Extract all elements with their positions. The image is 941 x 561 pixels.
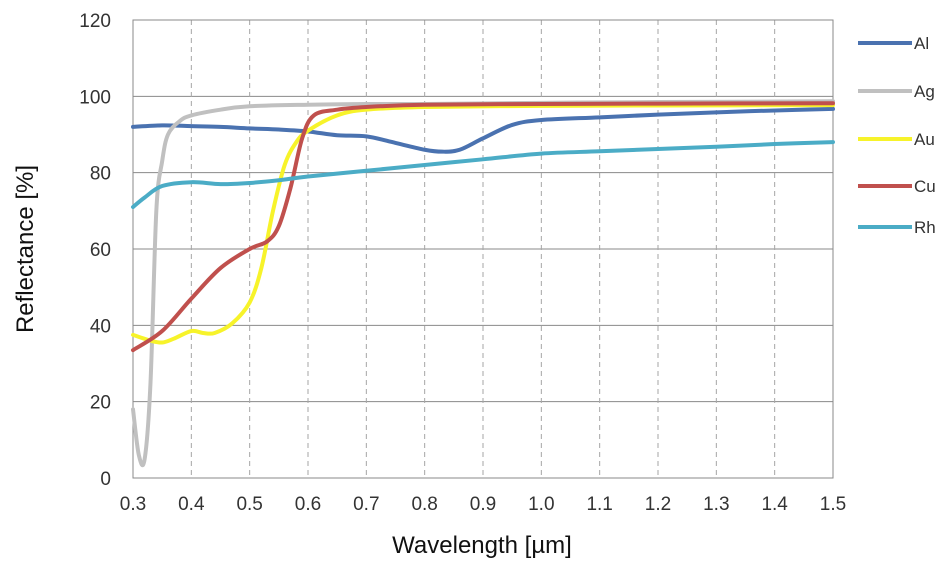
y-tick-label: 0 (100, 469, 111, 490)
y-tick-label: 40 (90, 316, 111, 337)
legend-label-rh: Rh (914, 218, 936, 237)
series-line-au (131, 103, 835, 345)
y-tick-label: 100 (79, 87, 111, 108)
series-layer (131, 99, 835, 468)
x-tick-label: 0.6 (295, 494, 321, 515)
legend-label-al: Al (914, 34, 929, 53)
x-tick-label: 1.5 (820, 494, 846, 515)
x-tick-label: 0.4 (178, 494, 205, 515)
series-line-rh (131, 140, 835, 210)
y-tick-label: 80 (90, 164, 111, 185)
grid (133, 19, 833, 479)
legend-label-au: Au (914, 130, 935, 149)
x-tick-label: 1.2 (645, 494, 671, 515)
y-tick-label: 20 (90, 393, 111, 414)
x-tick-label: 1.0 (528, 494, 554, 515)
tick-labels: 0 20 40 60 80 100 120 0.3 0.4 0.5 0.6 0.7 0.8 0.9 1.0 1… (79, 11, 846, 515)
legend: Al Ag Au Cu Rh (858, 34, 936, 237)
x-tick-label: 0.9 (470, 494, 496, 515)
x-axis-title: Wavelength [µm] (392, 532, 572, 559)
plot-area-border (132, 19, 834, 479)
legend-label-cu: Cu (914, 177, 936, 196)
x-tick-label: 0.3 (120, 494, 146, 515)
legend-label-ag: Ag (914, 82, 935, 101)
x-tick-label: 0.5 (236, 494, 262, 515)
x-tick-label: 0.8 (411, 494, 437, 515)
x-tick-label: 1.4 (761, 494, 788, 515)
series-line-cu (131, 101, 835, 353)
y-tick-label: 60 (90, 240, 111, 261)
x-tick-label: 1.1 (586, 494, 612, 515)
y-axis-title: Reflectance [%] (12, 165, 39, 333)
series-line-al (131, 106, 835, 154)
x-tick-label: 1.3 (703, 494, 729, 515)
y-tick-label: 120 (79, 11, 111, 32)
x-tick-label: 0.7 (353, 494, 379, 515)
